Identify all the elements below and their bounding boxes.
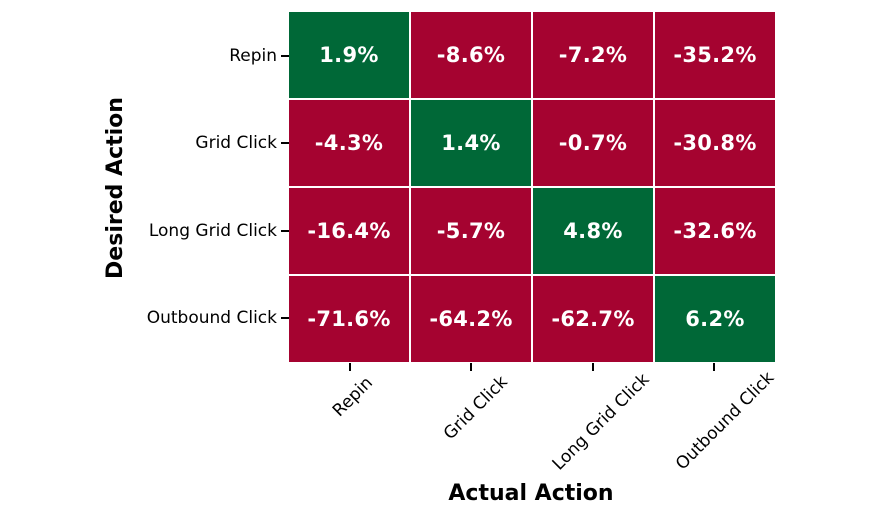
y-tick-label: Grid Click bbox=[195, 133, 277, 154]
x-tick-mark bbox=[348, 363, 351, 371]
heatmap-cell: -7.2% bbox=[533, 12, 653, 98]
y-tick-mark bbox=[281, 229, 289, 232]
x-tick-mark bbox=[713, 363, 716, 371]
x-tick-mark bbox=[591, 363, 594, 371]
y-tick-mark bbox=[281, 317, 289, 320]
heatmap-cell: -16.4% bbox=[289, 188, 409, 274]
y-tick-label: Repin bbox=[229, 45, 277, 66]
heatmap-cell: -5.7% bbox=[411, 188, 531, 274]
heatmap-cell: 4.8% bbox=[533, 188, 653, 274]
heatmap-cell: -0.7% bbox=[533, 100, 653, 186]
heatmap-cell: -4.3% bbox=[289, 100, 409, 186]
x-tick-label: Grid Click bbox=[440, 371, 512, 444]
y-tick-label: Long Grid Click bbox=[148, 220, 277, 241]
heatmap-cell: 1.4% bbox=[411, 100, 531, 186]
heatmap-cell: -71.6% bbox=[289, 276, 409, 362]
y-axis-title: Desired Action bbox=[103, 97, 128, 279]
heatmap-grid: 1.9% -8.6% -7.2% -35.2% -4.3% 1.4% -0.7% -30.8%… bbox=[289, 12, 775, 362]
heatmap-cell: -8.6% bbox=[411, 12, 531, 98]
x-tick-label: Repin bbox=[329, 372, 378, 421]
heatmap-cell: -62.7% bbox=[533, 276, 653, 362]
heatmap-cell: 1.9% bbox=[289, 12, 409, 98]
heatmap-cell: -35.2% bbox=[655, 12, 775, 98]
x-tick-label: Outbound Click bbox=[671, 367, 779, 474]
heatmap-cell: -32.6% bbox=[655, 188, 775, 274]
heatmap-cell: 6.2% bbox=[655, 276, 775, 362]
x-tick-label: Long Grid Click bbox=[548, 369, 654, 475]
y-tick-mark bbox=[281, 142, 289, 145]
y-tick-label: Outbound Click bbox=[146, 308, 277, 329]
x-tick-mark bbox=[470, 363, 473, 371]
y-tick-mark bbox=[281, 54, 289, 57]
heatmap-cell: -64.2% bbox=[411, 276, 531, 362]
heatmap-cell: -30.8% bbox=[655, 100, 775, 186]
x-axis-title: Actual Action bbox=[448, 481, 614, 506]
